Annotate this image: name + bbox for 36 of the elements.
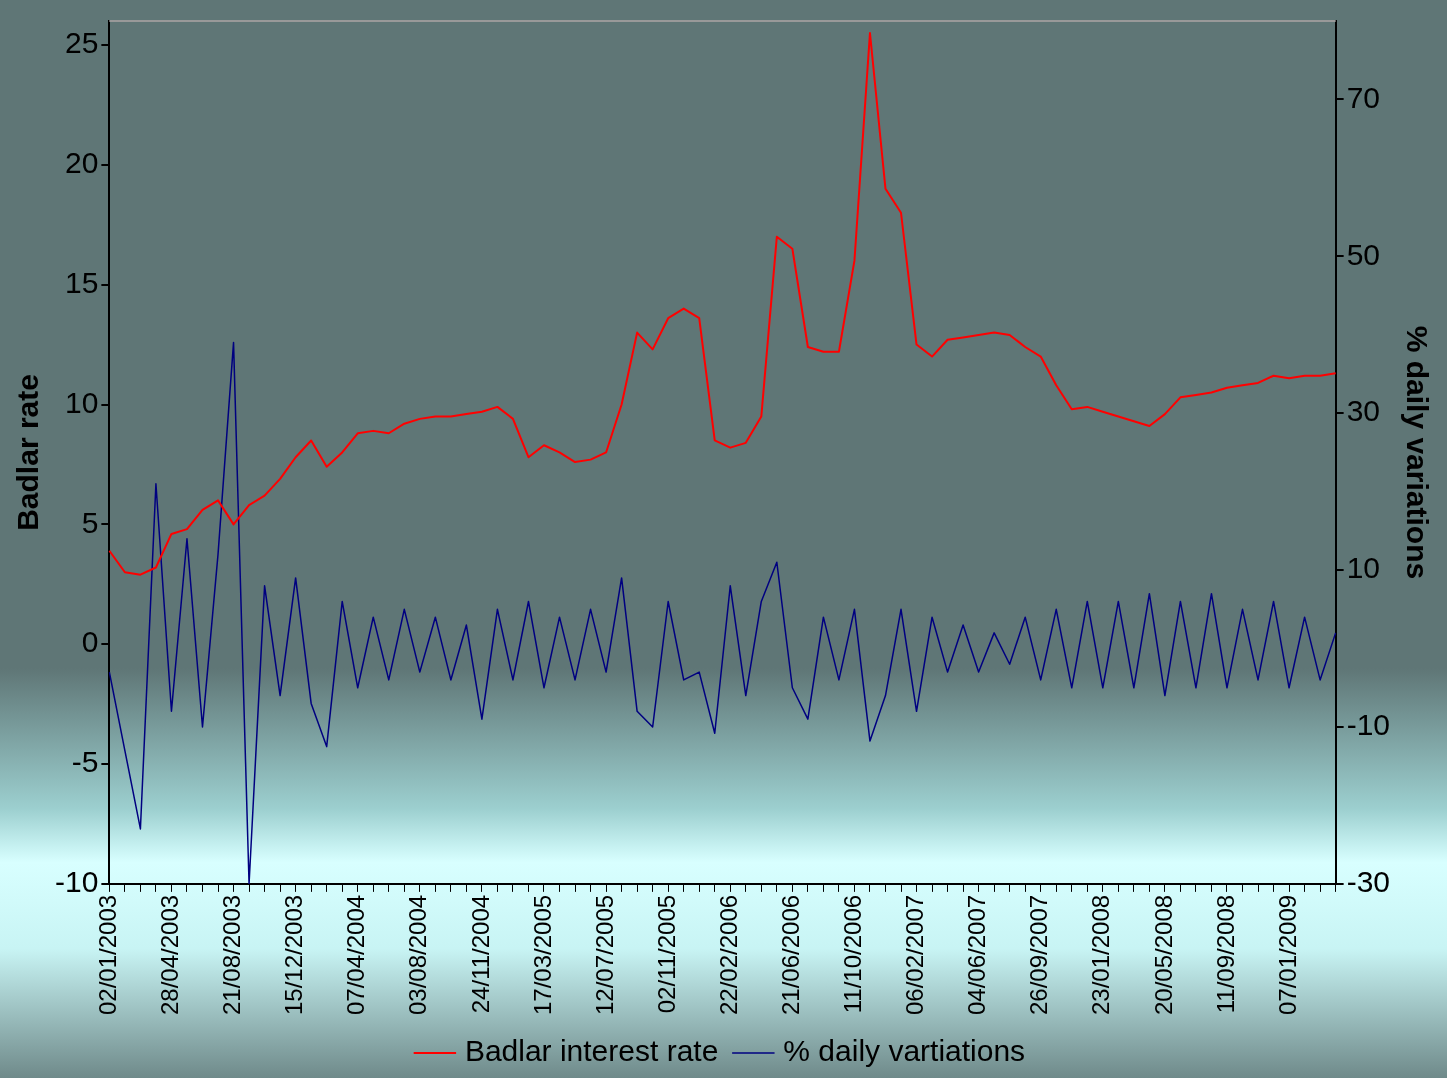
y2-tick-label: 50 (1346, 237, 1381, 271)
x-tick-label: 22/02/2006 (714, 894, 742, 1016)
legend-label: Badlar interest rate (464, 1034, 719, 1068)
y2-tick-label: 70 (1346, 80, 1381, 114)
y2-tick-label: -10 (1346, 708, 1390, 742)
legend-label: % daily vartiations (783, 1034, 1026, 1068)
x-tick-label: 07/01/2009 (1273, 894, 1301, 1016)
x-tick-label: 07/04/2004 (342, 894, 370, 1016)
y-tick-label: 10 (64, 385, 99, 419)
x-tick-label: 23/01/2008 (1087, 894, 1115, 1016)
y2-tick-label: 30 (1346, 394, 1381, 428)
x-tick-label: 12/07/2005 (590, 894, 618, 1016)
x-tick-label: 21/08/2003 (218, 894, 246, 1016)
y-tick-label: 20 (64, 146, 99, 180)
y-tick-label: -5 (71, 745, 99, 779)
y-tick-label: 25 (64, 26, 99, 60)
y2-tick-label: 10 (1346, 551, 1381, 585)
x-tick-label: 03/08/2004 (404, 894, 432, 1016)
y-tick-label: 0 (81, 625, 99, 659)
x-tick-label: 11/09/2008 (1211, 894, 1239, 1014)
x-tick-label: 26/09/2007 (1025, 894, 1053, 1016)
y2-tick-label: -30 (1346, 865, 1390, 899)
x-tick-label: 21/06/2006 (776, 894, 804, 1016)
x-tick-label: 20/05/2008 (1149, 894, 1177, 1016)
x-tick-label: 04/06/2007 (963, 894, 991, 1016)
x-tick-label: 28/04/2003 (156, 894, 184, 1016)
x-tick-label: 02/11/2005 (652, 894, 680, 1014)
x-tick-label: 24/11/2004 (466, 894, 494, 1014)
y2-axis-title: % daily variations (1400, 325, 1434, 580)
x-tick-label: 11/10/2006 (839, 894, 867, 1014)
y-tick-label: 15 (64, 265, 99, 299)
x-tick-label: 06/02/2007 (901, 894, 929, 1016)
y-tick-label: 5 (81, 505, 99, 539)
y-axis-title: Badlar rate (11, 374, 45, 531)
x-tick-label: 15/12/2003 (280, 894, 308, 1016)
x-tick-label: 17/03/2005 (528, 894, 556, 1016)
